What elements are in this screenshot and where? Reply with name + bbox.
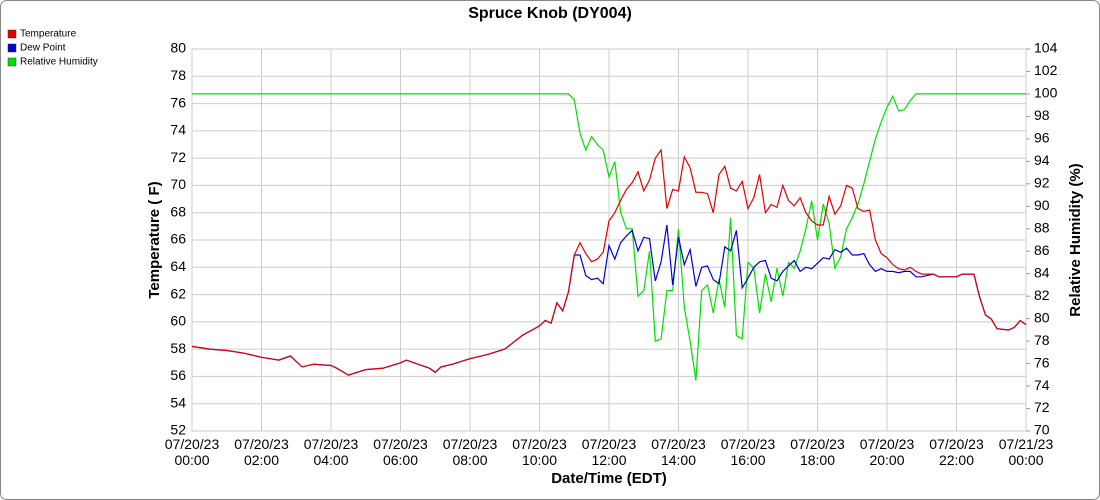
x-tick-label: 07/20/23 00:00 <box>164 436 220 468</box>
x-tick-label: 07/20/23 08:00 <box>442 436 498 468</box>
y2-tick-label: 88 <box>1034 219 1050 235</box>
y-tick-label: 68 <box>170 203 186 219</box>
y2-tick-label: 100 <box>1034 85 1058 101</box>
y2-tick-label: 82 <box>1034 287 1050 303</box>
y2-tick-label: 70 <box>1034 422 1050 438</box>
x-axis-label: Date/Time (EDT) <box>551 470 667 487</box>
y-tick-label: 78 <box>170 67 186 83</box>
y2-tick-label: 74 <box>1034 377 1050 393</box>
y2-tick-label: 90 <box>1034 197 1050 213</box>
y-tick-label: 56 <box>170 367 186 383</box>
y2-tick-label: 76 <box>1034 354 1050 370</box>
y2-tick-label: 86 <box>1034 242 1050 258</box>
x-tick-label: 07/20/23 04:00 <box>303 436 359 468</box>
legend-swatch <box>7 57 17 67</box>
y-tick-label: 76 <box>170 94 186 110</box>
x-tick-label: 07/21/23 00:00 <box>998 436 1054 468</box>
y-tick-label: 70 <box>170 176 186 192</box>
y-tick-label: 52 <box>170 422 186 438</box>
y-tick-label: 54 <box>170 394 186 410</box>
x-tick-label: 07/20/23 10:00 <box>512 436 567 468</box>
x-tick-label: 07/20/23 12:00 <box>581 436 637 468</box>
y2-tick-label: 98 <box>1034 107 1050 123</box>
y2-tick-label: 80 <box>1034 309 1050 325</box>
y2-tick-label: 94 <box>1034 152 1050 168</box>
data-line <box>191 148 1027 376</box>
y-tick-label: 58 <box>170 340 186 356</box>
y-tick-label: 62 <box>170 285 186 301</box>
y2-axis-label: Relative Humidity (%) <box>1067 163 1084 316</box>
y-axis-label: Temperature ( F) <box>146 181 163 298</box>
legend-label: Temperature <box>20 29 77 40</box>
x-tick-label: 07/20/23 22:00 <box>929 436 984 468</box>
y2-tick-label: 84 <box>1034 264 1050 280</box>
x-tick-label: 07/20/23 16:00 <box>720 436 776 468</box>
y2-tick-label: 92 <box>1034 175 1050 191</box>
y2-tick-label: 96 <box>1034 130 1050 146</box>
y-tick-label: 80 <box>170 40 186 56</box>
y2-tick-label: 78 <box>1034 332 1050 348</box>
y-tick-label: 74 <box>170 122 186 138</box>
x-tick-label: 07/20/23 14:00 <box>651 436 706 468</box>
legend-swatch <box>7 29 17 39</box>
legend-swatch <box>7 43 17 53</box>
x-tick-label: 07/20/23 02:00 <box>234 436 289 468</box>
x-tick-label: 07/20/23 18:00 <box>790 436 845 468</box>
chart-title: Spruce Knob (DY004) <box>468 5 632 22</box>
x-tick-label: 07/20/23 06:00 <box>373 436 428 468</box>
x-tick-label: 07/20/23 20:00 <box>859 436 915 468</box>
y2-tick-label: 104 <box>1034 40 1058 56</box>
y2-tick-label: 102 <box>1034 62 1058 78</box>
y-tick-label: 66 <box>170 231 186 247</box>
y2-tick-label: 72 <box>1034 399 1050 415</box>
legend-label: Relative Humidity <box>20 57 98 68</box>
data-line <box>192 93 1026 381</box>
y-tick-label: 72 <box>170 149 186 165</box>
y-tick-label: 64 <box>170 258 186 274</box>
y-tick-label: 60 <box>170 313 186 329</box>
legend-label: Dew Point <box>20 43 66 54</box>
